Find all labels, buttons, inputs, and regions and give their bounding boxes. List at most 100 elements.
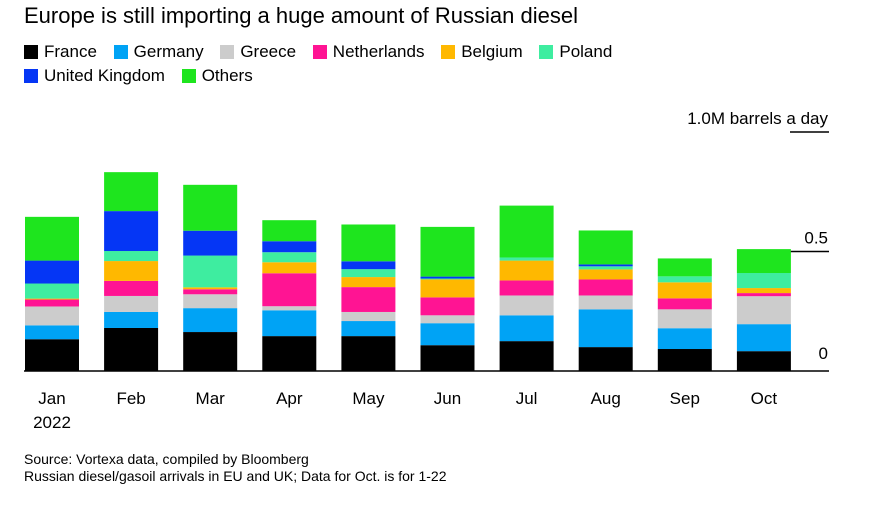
bar-segment xyxy=(262,220,317,242)
bar-segment xyxy=(341,269,396,278)
bar-segment xyxy=(578,347,633,371)
bar-segment xyxy=(341,224,396,262)
legend-label: Others xyxy=(201,66,253,85)
bar-segment xyxy=(25,298,79,300)
bar-segment xyxy=(25,306,79,326)
bar-segment xyxy=(499,341,554,371)
bar-segment xyxy=(183,289,238,295)
bar-segment xyxy=(420,323,475,346)
bar-segment xyxy=(262,241,317,253)
bar-segment xyxy=(499,205,554,258)
bar-segment xyxy=(736,288,791,294)
legend-label: United Kingdom xyxy=(44,66,165,85)
bar-segment xyxy=(657,309,712,329)
x-tick-label: Apr xyxy=(276,389,303,408)
legend: France Germany Greece Netherlands Belgiu… xyxy=(24,40,724,88)
x-tick-label: Oct xyxy=(751,389,778,408)
bar-segment xyxy=(341,311,396,322)
bar-segment xyxy=(657,298,712,310)
legend-swatch xyxy=(220,45,235,59)
bar-segment xyxy=(499,315,554,342)
bar-segment xyxy=(578,309,633,348)
bar-segment xyxy=(736,324,791,352)
bar-segment xyxy=(341,321,396,337)
bar-segment xyxy=(183,287,238,290)
bar-segment xyxy=(578,264,633,267)
bar-segment xyxy=(262,273,317,307)
bar-segment xyxy=(262,310,317,337)
legend-swatch xyxy=(441,45,456,59)
bar-segment xyxy=(104,261,159,281)
legend-label: France xyxy=(44,42,97,61)
x-tick-label: Aug xyxy=(591,389,621,408)
legend-label: Germany xyxy=(133,42,204,61)
x-tick-label: Mar xyxy=(196,389,226,408)
bar-segment xyxy=(183,184,238,231)
bar-segment xyxy=(104,211,159,252)
x-tick-label: May xyxy=(352,389,385,408)
bar-segment xyxy=(183,230,238,256)
bar-segment xyxy=(578,295,633,310)
legend-item-others: Others xyxy=(181,64,253,88)
bar-segment xyxy=(420,279,475,298)
legend-item-poland: Poland xyxy=(539,40,612,64)
bar-segment xyxy=(341,336,396,371)
x-tick-label: Jul xyxy=(516,389,538,408)
bar-segment xyxy=(736,249,791,274)
x-tick-label: Sep xyxy=(670,389,700,408)
bar-segment xyxy=(25,260,79,284)
bar-segment xyxy=(420,297,475,316)
bar-segment xyxy=(104,251,159,262)
bar-segment xyxy=(657,276,712,283)
legend-item-united-kingdom: United Kingdom xyxy=(24,64,165,88)
chart-title: Europe is still importing a huge amount … xyxy=(24,3,578,28)
bar-segment xyxy=(104,172,159,212)
bar-segment xyxy=(657,349,712,371)
bar-segment xyxy=(183,308,238,333)
bar-segment xyxy=(183,332,238,371)
x-tick-label: Jan xyxy=(38,389,65,408)
bar-segment xyxy=(25,283,79,299)
bar-segment xyxy=(420,315,475,324)
x-year-label: 2022 xyxy=(33,413,71,432)
data-note: Russian diesel/gasoil arrivals in EU and… xyxy=(24,468,447,484)
bar-segment xyxy=(420,226,475,277)
legend-label: Netherlands xyxy=(332,42,425,61)
bar-segment xyxy=(262,306,317,311)
bar-segment xyxy=(499,257,554,261)
y-tick-label: 0.5 xyxy=(804,229,828,248)
bar-segment xyxy=(578,269,633,280)
x-tick-label: Feb xyxy=(116,389,145,408)
legend-swatch xyxy=(312,45,327,59)
bar-segment xyxy=(262,262,317,274)
bar-segment xyxy=(341,287,396,312)
legend-item-netherlands: Netherlands xyxy=(312,40,425,64)
bar-segment xyxy=(499,260,554,281)
legend-item-germany: Germany xyxy=(113,40,204,64)
bar-segment xyxy=(341,277,396,288)
bar-segment xyxy=(104,280,159,296)
legend-swatch xyxy=(24,69,38,83)
bar-segment xyxy=(104,311,159,328)
bar-segment xyxy=(420,276,475,279)
bar-segment xyxy=(25,325,79,340)
bar-segment xyxy=(420,345,475,371)
legend-item-belgium: Belgium xyxy=(441,40,523,64)
legend-swatch xyxy=(539,45,554,59)
bar-segment xyxy=(657,258,712,277)
legend-swatch xyxy=(24,45,38,59)
y-tick-label: 0 xyxy=(819,344,828,363)
bar-segment xyxy=(499,295,554,316)
bar-segment xyxy=(657,328,712,350)
bar-segment xyxy=(578,266,633,270)
legend-label: Poland xyxy=(559,42,613,61)
legend-label: Belgium xyxy=(461,42,523,61)
bar-segment xyxy=(499,280,554,296)
bar-segment xyxy=(104,295,159,312)
y-tick-label: 1.0M barrels a day xyxy=(687,109,828,128)
x-tick-label: Jun xyxy=(434,389,461,408)
bar-segment xyxy=(420,278,475,280)
legend-item-greece: Greece xyxy=(220,40,296,64)
bar-segment xyxy=(736,296,791,325)
